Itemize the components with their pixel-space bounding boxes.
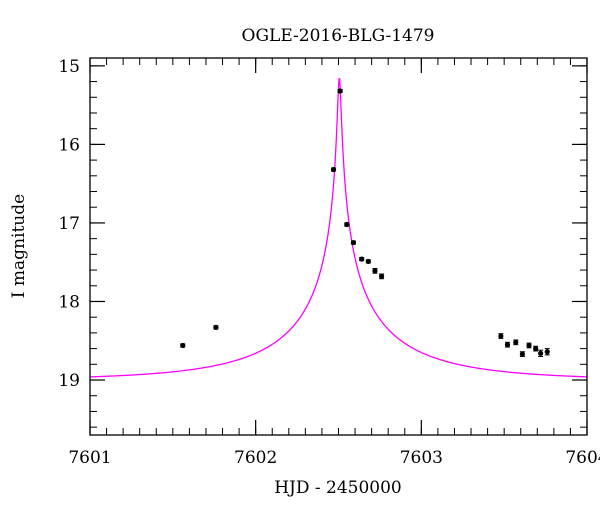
- point-marker: [372, 268, 378, 274]
- x-axis-label: HJD - 2450000: [274, 478, 402, 498]
- data-point: [378, 273, 385, 280]
- point-marker: [378, 273, 385, 279]
- x-tick-label: 7601: [68, 448, 111, 468]
- y-tick-label: 16: [58, 135, 80, 155]
- data-point: [498, 333, 504, 339]
- data-point: [359, 256, 365, 262]
- point-marker: [337, 88, 343, 94]
- point-marker: [180, 342, 186, 349]
- point-marker: [538, 350, 544, 356]
- data-point: [350, 239, 357, 246]
- data-point: [533, 345, 539, 352]
- data-point: [213, 324, 219, 330]
- x-tick-label: 7604: [565, 448, 600, 468]
- y-tick-label: 18: [58, 292, 80, 312]
- data-point: [337, 88, 343, 94]
- data-point: [330, 166, 337, 173]
- data-point: [365, 258, 371, 265]
- data-point: [519, 351, 525, 357]
- point-marker: [526, 342, 532, 349]
- point-marker: [344, 221, 350, 228]
- point-marker: [513, 339, 519, 345]
- y-tick-label: 15: [58, 57, 80, 77]
- data-point: [513, 339, 519, 346]
- point-marker: [365, 258, 371, 265]
- data-point: [372, 267, 378, 274]
- y-tick-label: 19: [58, 371, 80, 391]
- point-marker: [544, 349, 550, 355]
- data-point: [504, 341, 511, 348]
- x-tick-label: 7602: [234, 448, 277, 468]
- point-marker: [330, 166, 337, 173]
- point-marker: [350, 239, 357, 246]
- chart-title: OGLE-2016-BLG-1479: [242, 26, 435, 46]
- data-point: [544, 348, 550, 356]
- x-tick-labels: 7601 7602 7603 7604: [68, 448, 600, 468]
- point-marker: [519, 351, 525, 357]
- major-ticks: [89, 58, 588, 435]
- data-point: [180, 342, 186, 349]
- y-axis-label: I magnitude: [9, 194, 29, 298]
- data-point: [344, 221, 350, 228]
- point-marker: [533, 346, 539, 352]
- data-point: [538, 349, 544, 357]
- model-curve-layer: [89, 78, 588, 378]
- point-marker: [359, 256, 365, 262]
- plot-frame: [89, 57, 588, 436]
- y-tick-label: 17: [58, 214, 80, 234]
- point-marker: [504, 342, 511, 348]
- data-points-layer: [180, 88, 550, 357]
- y-tick-labels: 15 16 17 18 19: [58, 57, 80, 391]
- minor-ticks: [89, 58, 588, 435]
- point-marker: [213, 324, 219, 330]
- data-point: [526, 342, 532, 349]
- point-marker: [498, 333, 504, 339]
- x-tick-label: 7603: [400, 448, 443, 468]
- model-curve-line: [89, 78, 588, 378]
